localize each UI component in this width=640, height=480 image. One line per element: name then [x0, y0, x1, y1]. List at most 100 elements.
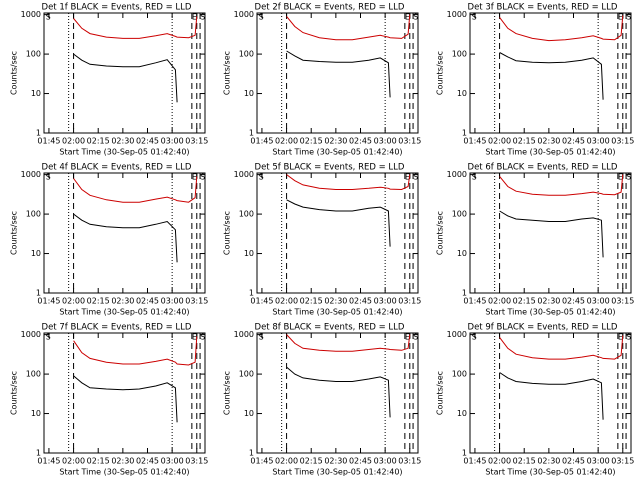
- marker-label: S: [200, 13, 205, 22]
- x-tick-label: 02:45: [136, 297, 159, 306]
- y-tick-label: 100: [239, 370, 254, 379]
- y-tick-label: 1000: [234, 330, 254, 339]
- x-tick-label: 01:45: [250, 297, 273, 306]
- x-tick-label: 03:00: [374, 137, 397, 146]
- marker-label: S: [46, 13, 51, 22]
- y-tick-label: 10: [457, 89, 467, 98]
- x-axis-label: Start Time (30-Sep-05 01:42:40): [485, 308, 615, 317]
- series-line: [499, 372, 604, 420]
- y-tick-label: 1: [462, 449, 467, 458]
- x-tick-label: 02:45: [136, 457, 159, 466]
- x-tick-label: 02:15: [87, 297, 110, 306]
- marker-label: S: [46, 173, 51, 182]
- x-tick-label: 02:30: [537, 297, 560, 306]
- x-tick-label: 02:45: [562, 137, 585, 146]
- x-tick-label: 03:15: [185, 457, 208, 466]
- y-tick-label: 100: [239, 210, 254, 219]
- y-axis-label: Counts/sec: [436, 211, 445, 255]
- series-line: [73, 375, 178, 423]
- chart-title: Det 8f BLACK = Events, RED = LLD: [255, 323, 405, 333]
- marker-label: E: [618, 13, 623, 22]
- marker-label: S: [626, 173, 631, 182]
- y-tick-label: 1000: [21, 170, 41, 179]
- plot-frame: [43, 332, 206, 454]
- x-tick-label: 01:45: [463, 137, 486, 146]
- x-tick-label: 02:00: [62, 457, 85, 466]
- x-tick-label: 03:15: [611, 457, 634, 466]
- series-line: [499, 335, 624, 360]
- marker-label: S: [259, 173, 264, 182]
- x-tick-label: 02:45: [562, 297, 585, 306]
- x-tick-label: 02:00: [62, 137, 85, 146]
- chart-title: Det 7f BLACK = Events, RED = LLD: [42, 323, 192, 333]
- x-tick-label: 02:30: [537, 457, 560, 466]
- series-line: [286, 366, 391, 418]
- x-tick-label: 02:30: [111, 457, 134, 466]
- y-tick-label: 1: [462, 289, 467, 298]
- series-line: [286, 334, 411, 352]
- x-tick-label: 03:00: [374, 457, 397, 466]
- marker-label: E: [405, 173, 410, 182]
- chart-title: Det 5f BLACK = Events, RED = LLD: [255, 163, 405, 173]
- y-tick-label: 10: [457, 249, 467, 258]
- chart-title: Det 6f BLACK = Events, RED = LLD: [468, 163, 618, 173]
- marker-label: E: [192, 333, 197, 342]
- x-tick-label: 02:45: [349, 137, 372, 146]
- series-line: [73, 176, 198, 203]
- x-axis-label: Start Time (30-Sep-05 01:42:40): [59, 468, 189, 477]
- y-tick-label: 100: [452, 210, 467, 219]
- series-line: [499, 15, 624, 42]
- x-tick-label: 02:00: [488, 137, 511, 146]
- marker-label: S: [413, 13, 418, 22]
- x-tick-label: 03:00: [161, 457, 184, 466]
- y-tick-label: 1000: [21, 330, 41, 339]
- y-tick-label: 10: [244, 249, 254, 258]
- x-tick-label: 02:15: [300, 137, 323, 146]
- x-axis-label: Start Time (30-Sep-05 01:42:40): [59, 308, 189, 317]
- marker-label: S: [200, 173, 205, 182]
- series-line: [286, 174, 411, 191]
- x-tick-label: 02:00: [275, 297, 298, 306]
- marker-label: S: [472, 173, 477, 182]
- y-tick-label: 10: [244, 89, 254, 98]
- series-line: [73, 53, 178, 103]
- y-axis-label: Counts/sec: [223, 371, 232, 415]
- y-tick-label: 10: [31, 89, 41, 98]
- x-tick-label: 03:15: [611, 297, 634, 306]
- marker-label: E: [618, 173, 623, 182]
- plot-frame: [469, 12, 632, 134]
- x-tick-label: 03:00: [587, 137, 610, 146]
- series-line: [73, 16, 198, 39]
- marker-label: S: [413, 333, 418, 342]
- plot-frame: [256, 172, 419, 294]
- series-line: [286, 50, 391, 98]
- y-tick-label: 1: [36, 129, 41, 138]
- marker-label: E: [192, 173, 197, 182]
- chart-title: Det 4f BLACK = Events, RED = LLD: [42, 163, 192, 173]
- y-tick-label: 1000: [234, 170, 254, 179]
- y-tick-label: 100: [26, 370, 41, 379]
- y-tick-label: 10: [457, 409, 467, 418]
- x-tick-label: 02:30: [324, 457, 347, 466]
- y-tick-label: 1000: [447, 330, 467, 339]
- x-tick-label: 02:00: [488, 297, 511, 306]
- x-axis-label: Start Time (30-Sep-05 01:42:40): [272, 468, 402, 477]
- x-tick-label: 01:45: [463, 297, 486, 306]
- x-axis-label: Start Time (30-Sep-05 01:42:40): [59, 148, 189, 157]
- series-line: [73, 336, 198, 366]
- marker-label: S: [472, 333, 477, 342]
- chart-title: Det 2f BLACK = Events, RED = LLD: [255, 3, 405, 13]
- marker-label: S: [472, 13, 477, 22]
- plot-frame: [43, 172, 206, 294]
- x-tick-label: 02:15: [513, 297, 536, 306]
- x-tick-label: 02:15: [87, 457, 110, 466]
- x-tick-label: 02:15: [87, 137, 110, 146]
- x-tick-label: 02:00: [275, 137, 298, 146]
- y-tick-label: 1: [249, 449, 254, 458]
- y-axis-label: Counts/sec: [223, 51, 232, 95]
- x-tick-label: 02:15: [300, 297, 323, 306]
- chart-title: Det 1f BLACK = Events, RED = LLD: [42, 3, 192, 13]
- y-axis-label: Counts/sec: [10, 211, 19, 255]
- x-tick-label: 01:45: [37, 457, 60, 466]
- marker-label: E: [405, 13, 410, 22]
